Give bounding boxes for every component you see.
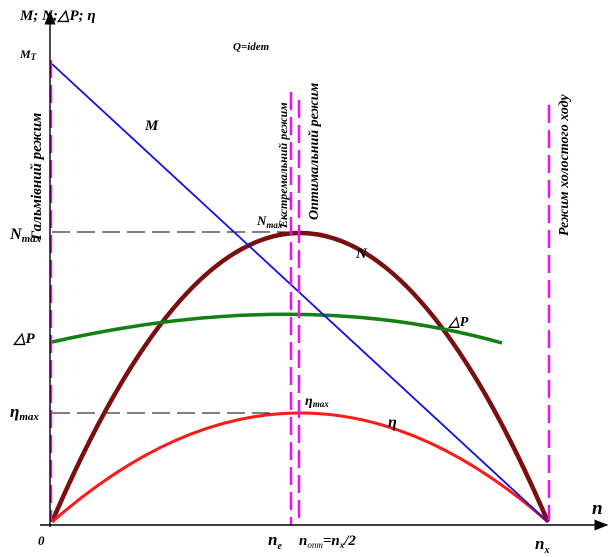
brake-mode-label: Гальмівний режим: [29, 113, 45, 241]
x-axis-label: n: [592, 498, 603, 519]
idle-mode-label: Режим холостого ходу: [557, 94, 572, 236]
nx-label: nx: [535, 534, 549, 556]
m-curve-label: M: [144, 118, 159, 134]
dp-loss-curve: [51, 312, 503, 345]
extreme-mode-label: Екстремальний режим: [276, 102, 290, 229]
dp-curve-label: △P: [448, 315, 469, 330]
nmax-point-label: Nmax: [256, 213, 283, 230]
eta-max-point-label: ηmax: [305, 394, 329, 409]
y-axis-label: M; N;△P; η: [19, 8, 96, 24]
dp-axis-label: △P: [12, 331, 36, 347]
mt-label: MT: [19, 47, 37, 62]
n-curve-label: N: [355, 246, 368, 262]
q-idem-label: Q=idem: [233, 41, 270, 53]
ne-label: ne: [268, 530, 282, 552]
eta-max-axis-label: ηmax: [10, 402, 39, 423]
nmax-axis-label: Nmax: [9, 226, 42, 245]
nopt-label: nопт=nx/2: [299, 533, 356, 550]
optimal-mode-label: Оптимальний режим: [307, 82, 322, 220]
origin-label: 0: [38, 533, 45, 548]
eta-curve-label: η: [388, 414, 397, 431]
